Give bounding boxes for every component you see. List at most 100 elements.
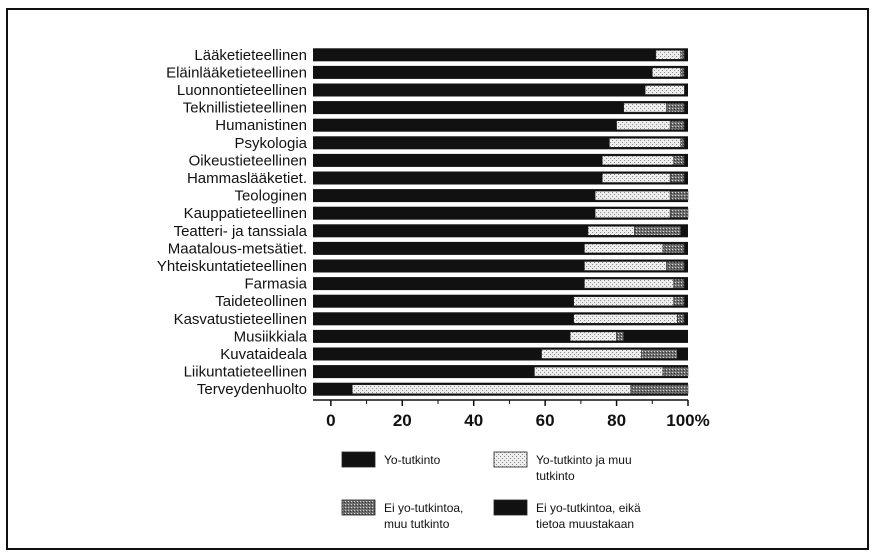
category-label: Liikuntatieteellinen — [184, 364, 307, 381]
category-label: Kasvatustieteellinen — [174, 311, 307, 328]
bar-segment-4 — [684, 103, 688, 113]
category-label: Terveydenhuolto — [197, 381, 307, 398]
bar-segment-4 — [684, 50, 688, 60]
legend-label: Ei yo-tutkintoa, eikä — [536, 501, 641, 515]
legend-swatch — [341, 499, 376, 516]
category-label: Luonnontieteellinen — [177, 82, 307, 99]
bar-segment-4 — [677, 349, 688, 359]
bar-segment-3 — [680, 67, 685, 78]
bar-segment-3 — [673, 296, 685, 306]
bar-segment-4 — [684, 155, 688, 165]
bar-segment-1 — [313, 208, 596, 218]
bar-segment-3 — [634, 226, 682, 236]
bar-segment-2 — [616, 120, 671, 130]
category-label: Kuvataideala — [220, 346, 307, 363]
bar-segment-4 — [684, 243, 688, 253]
bar-segment-1 — [313, 349, 542, 359]
bar-segment-4 — [680, 226, 688, 236]
bar-segment-3 — [680, 138, 685, 148]
x-tick-label: 0 — [326, 411, 335, 430]
bar-segment-3 — [662, 366, 689, 377]
legend-label: tietoa muustakaan — [536, 517, 634, 531]
bar-segment-3 — [641, 349, 678, 359]
bar-segment-1 — [313, 120, 617, 130]
bar-segment-2 — [644, 85, 685, 95]
category-label: Farmasia — [244, 276, 307, 293]
bar-segment-3 — [669, 190, 689, 201]
legend-label: Ei yo-tutkintoa, — [384, 501, 463, 515]
bar-segment-4 — [684, 279, 688, 289]
bar-segment-1 — [313, 85, 646, 95]
bar-segment-3 — [662, 243, 685, 254]
legend-label: tutkinto — [536, 469, 575, 483]
bar-segment-1 — [313, 191, 596, 201]
bar-segment-1 — [313, 50, 656, 60]
category-label: Taideteollinen — [215, 293, 307, 310]
bar-segment-2 — [352, 384, 632, 394]
x-tick-label: 20 — [393, 411, 412, 430]
legend-label: Yo-tutkinto — [384, 453, 441, 467]
bar-segment-3 — [673, 155, 685, 166]
bar-segment-2 — [573, 314, 678, 324]
bar-segment-3 — [680, 50, 685, 60]
bar-segment-3 — [669, 173, 685, 183]
bar-segment-4 — [684, 314, 688, 324]
bar-segment-4 — [684, 138, 688, 148]
category-label: Oikeustieteellinen — [189, 152, 307, 169]
bar-segment-1 — [313, 331, 571, 341]
bar-segment-3 — [666, 102, 685, 113]
bar-segment-1 — [313, 173, 603, 183]
bar-segment-4 — [684, 173, 688, 183]
legend-label: Yo-tutkinto ja muu — [536, 453, 632, 467]
bar-segment-2 — [569, 331, 617, 342]
bar-segment-2 — [541, 349, 642, 359]
bar-segment-1 — [313, 296, 574, 306]
bars — [313, 48, 689, 396]
bar-segment-3 — [669, 120, 685, 130]
bar-segment-4 — [684, 261, 688, 271]
category-label: Psykologia — [234, 135, 307, 152]
legend: Yo-tutkinto Yo-tutkinto ja muu tutkinto Ei … — [341, 451, 641, 531]
category-label: Eläinlääketieteellinen — [166, 64, 307, 81]
category-label: Lääketieteellinen — [194, 47, 307, 64]
bar-segment-3 — [616, 331, 624, 342]
bar-segment-3 — [677, 314, 685, 324]
bar-segment-2 — [602, 155, 674, 166]
bar-segment-4 — [684, 85, 688, 95]
bar-segment-3 — [669, 208, 689, 218]
category-label: Hammaslääketiet. — [187, 170, 307, 187]
category-label: Musiikkiala — [234, 328, 308, 345]
bar-segment-1 — [313, 384, 353, 394]
bar-segment-2 — [602, 173, 671, 183]
category-labels: LääketieteellinenEläinlääketieteellinenL… — [157, 47, 308, 398]
bar-segment-4 — [684, 120, 688, 130]
category-label: Kauppatieteellinen — [184, 205, 307, 222]
bar-segment-2 — [587, 226, 635, 236]
bar-segment-4 — [623, 331, 688, 341]
bar-segment-3 — [673, 278, 685, 289]
bar-segment-2 — [652, 67, 682, 78]
bar-segment-2 — [573, 296, 674, 306]
category-label: Teologinen — [234, 188, 307, 205]
bar-segment-2 — [594, 190, 671, 201]
bar-segment-2 — [584, 278, 674, 289]
legend-swatch — [493, 451, 528, 468]
category-label: Yhteiskuntatieteellinen — [157, 258, 307, 275]
x-tick-label: 40 — [464, 411, 483, 430]
bar-segment-3 — [630, 384, 689, 394]
bar-segment-1 — [313, 67, 653, 77]
bar-segment-1 — [313, 226, 588, 236]
bar-segment-1 — [313, 261, 585, 271]
bar-segment-1 — [313, 103, 624, 113]
bar-segment-2 — [609, 138, 682, 148]
bar-segment-2 — [655, 50, 682, 60]
bar-segment-1 — [313, 243, 585, 253]
x-tick-label: 60 — [536, 411, 555, 430]
x-axis: 0 20 40 60 80 100% — [313, 399, 710, 430]
bar-segment-4 — [684, 296, 688, 306]
bar-segment-4 — [684, 67, 688, 77]
legend-label: muu tutkinto — [384, 517, 450, 531]
bar-segment-2 — [584, 243, 664, 254]
bar-segment-1 — [313, 367, 535, 377]
